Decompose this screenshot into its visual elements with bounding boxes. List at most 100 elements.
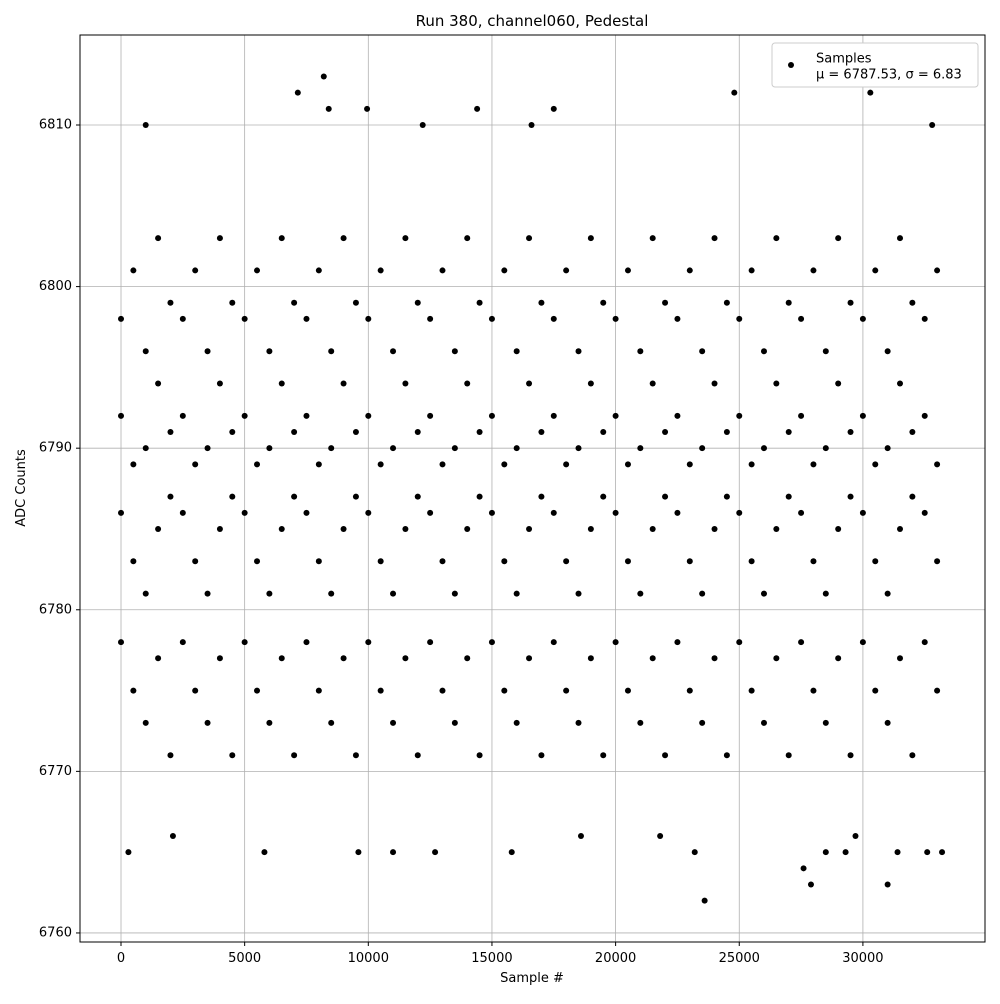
point [526, 525, 533, 532]
point [600, 493, 607, 500]
point [897, 525, 904, 532]
point [513, 590, 520, 597]
point [798, 412, 805, 419]
point [142, 590, 149, 597]
point [563, 687, 570, 694]
point [402, 380, 409, 387]
point [939, 849, 946, 856]
point [872, 267, 879, 274]
point [649, 235, 656, 242]
point [773, 235, 780, 242]
point [427, 412, 434, 419]
point [501, 461, 508, 468]
point [835, 655, 842, 662]
x-tick-label: 15000 [471, 951, 512, 966]
point [130, 461, 137, 468]
point [711, 525, 718, 532]
point [736, 639, 743, 646]
point [723, 429, 730, 436]
point [241, 639, 248, 646]
point [624, 558, 631, 565]
point [699, 719, 706, 726]
point [785, 752, 792, 759]
point [130, 267, 137, 274]
point [155, 525, 162, 532]
point [736, 509, 743, 516]
point [118, 509, 125, 516]
point [402, 655, 409, 662]
point [711, 655, 718, 662]
point [130, 558, 137, 565]
point [699, 590, 706, 597]
point [278, 525, 285, 532]
point [736, 315, 743, 322]
point [847, 429, 854, 436]
point [748, 267, 755, 274]
point [439, 461, 446, 468]
point [402, 525, 409, 532]
point [798, 639, 805, 646]
point [377, 687, 384, 694]
point [909, 493, 916, 500]
point [451, 348, 458, 355]
point [439, 558, 446, 565]
point [204, 445, 211, 452]
point [760, 719, 767, 726]
point [897, 380, 904, 387]
legend-box [771, 42, 979, 88]
point [118, 315, 125, 322]
point [637, 719, 644, 726]
point [731, 89, 738, 96]
point [254, 558, 261, 565]
point [810, 558, 817, 565]
point [179, 639, 186, 646]
point [390, 445, 397, 452]
point [513, 719, 520, 726]
point [216, 235, 223, 242]
point [894, 849, 901, 856]
point [612, 509, 619, 516]
point [835, 235, 842, 242]
point [291, 429, 298, 436]
point [427, 509, 434, 516]
point [169, 832, 176, 839]
point [748, 687, 755, 694]
point [294, 89, 301, 96]
point [807, 881, 814, 888]
x-tick-label: 20000 [595, 951, 636, 966]
point [773, 525, 780, 532]
point [488, 412, 495, 419]
point [464, 380, 471, 387]
point [377, 267, 384, 274]
y-tick-label: 6780 [39, 602, 72, 617]
point [278, 235, 285, 242]
point [266, 348, 273, 355]
point [266, 445, 273, 452]
point [464, 235, 471, 242]
point [320, 73, 327, 80]
point [921, 509, 928, 516]
point [365, 412, 372, 419]
point [118, 412, 125, 419]
point [451, 590, 458, 597]
point [488, 315, 495, 322]
point [884, 348, 891, 355]
point [328, 719, 335, 726]
point [474, 105, 481, 112]
point [167, 299, 174, 306]
point [575, 719, 582, 726]
point [192, 461, 199, 468]
point [859, 509, 866, 516]
point [921, 412, 928, 419]
point [699, 348, 706, 355]
point [550, 509, 557, 516]
y-tick-label: 6770 [39, 764, 72, 779]
point [662, 429, 669, 436]
point [432, 849, 439, 856]
point [612, 412, 619, 419]
point [167, 429, 174, 436]
point [229, 299, 236, 306]
point [686, 558, 693, 565]
point [847, 493, 854, 500]
point [760, 445, 767, 452]
